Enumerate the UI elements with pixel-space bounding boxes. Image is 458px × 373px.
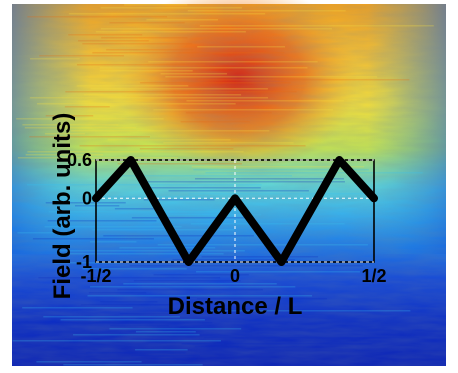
data-point-0-5 [335, 156, 343, 164]
data-point-0-0 [92, 194, 100, 202]
data-point-0-4 [277, 258, 285, 266]
heatmap-streaks [12, 4, 434, 366]
y-axis-label: Field (arb. units) [49, 113, 76, 300]
x-axis-label: Distance / L [168, 293, 303, 320]
data-point-0-6 [370, 194, 378, 202]
data-point-0-2 [185, 258, 193, 266]
data-point-0-1 [127, 156, 135, 164]
data-point-0-3 [231, 194, 239, 202]
x-tick-label-0: -1/2 [80, 266, 111, 286]
y-tick-label-0: 0.6 [67, 150, 92, 170]
y-tick-label-2: -1 [76, 252, 92, 272]
x-tick-label-2: 1/2 [361, 266, 386, 286]
heatmap-texture [12, 4, 446, 366]
plot-area: -1/2 0 1/2 0.6 0 -1 Distance / L Field (arb. un… [49, 113, 387, 320]
x-tick-label-1: 0 [230, 266, 240, 286]
y-tick-label-1: 0 [82, 188, 92, 208]
